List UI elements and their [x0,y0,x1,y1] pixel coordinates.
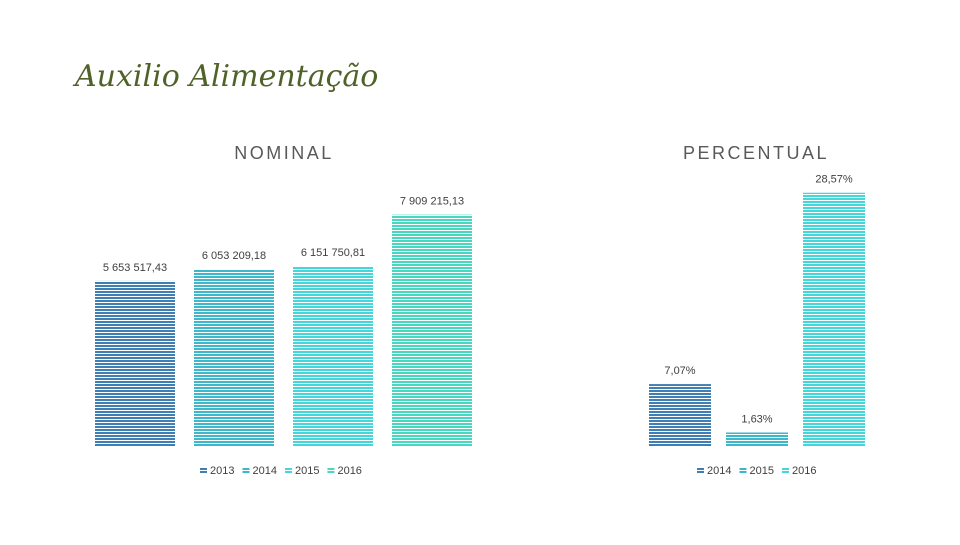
legend-label: 2013 [210,465,234,477]
legend-swatch [284,467,292,474]
legend-swatch [200,467,207,474]
data-label: 6 053 209,18 [202,250,266,262]
legend-swatch [327,467,335,474]
chart-title: PERCENTUAL [683,143,829,163]
legend-label: 2015 [295,465,319,477]
bar [95,280,175,447]
data-label: 6 151 750,81 [301,247,365,259]
bar [392,214,472,447]
slide-title: Auxilio Alimentação [72,59,378,94]
legend-swatch [781,467,789,474]
bar [293,266,373,447]
bar [194,269,274,447]
legend-label: 2014 [707,465,731,477]
legend-label: 2016 [792,465,816,477]
legend-swatch [697,467,704,474]
data-label: 28,57% [815,174,853,186]
legend-swatch [242,467,250,474]
legend-label: 2016 [337,465,361,477]
bar [726,432,788,447]
chart-title: NOMINAL [234,143,334,163]
data-label: 1,63% [741,413,772,425]
bar [803,192,865,447]
bar [649,384,711,447]
legend-swatch [739,467,747,474]
legend-label: 2015 [749,465,773,477]
data-label: 5 653 517,43 [103,262,167,274]
data-label: 7,07% [664,365,695,377]
legend-label: 2014 [252,465,276,477]
data-label: 7 909 215,13 [400,196,464,208]
